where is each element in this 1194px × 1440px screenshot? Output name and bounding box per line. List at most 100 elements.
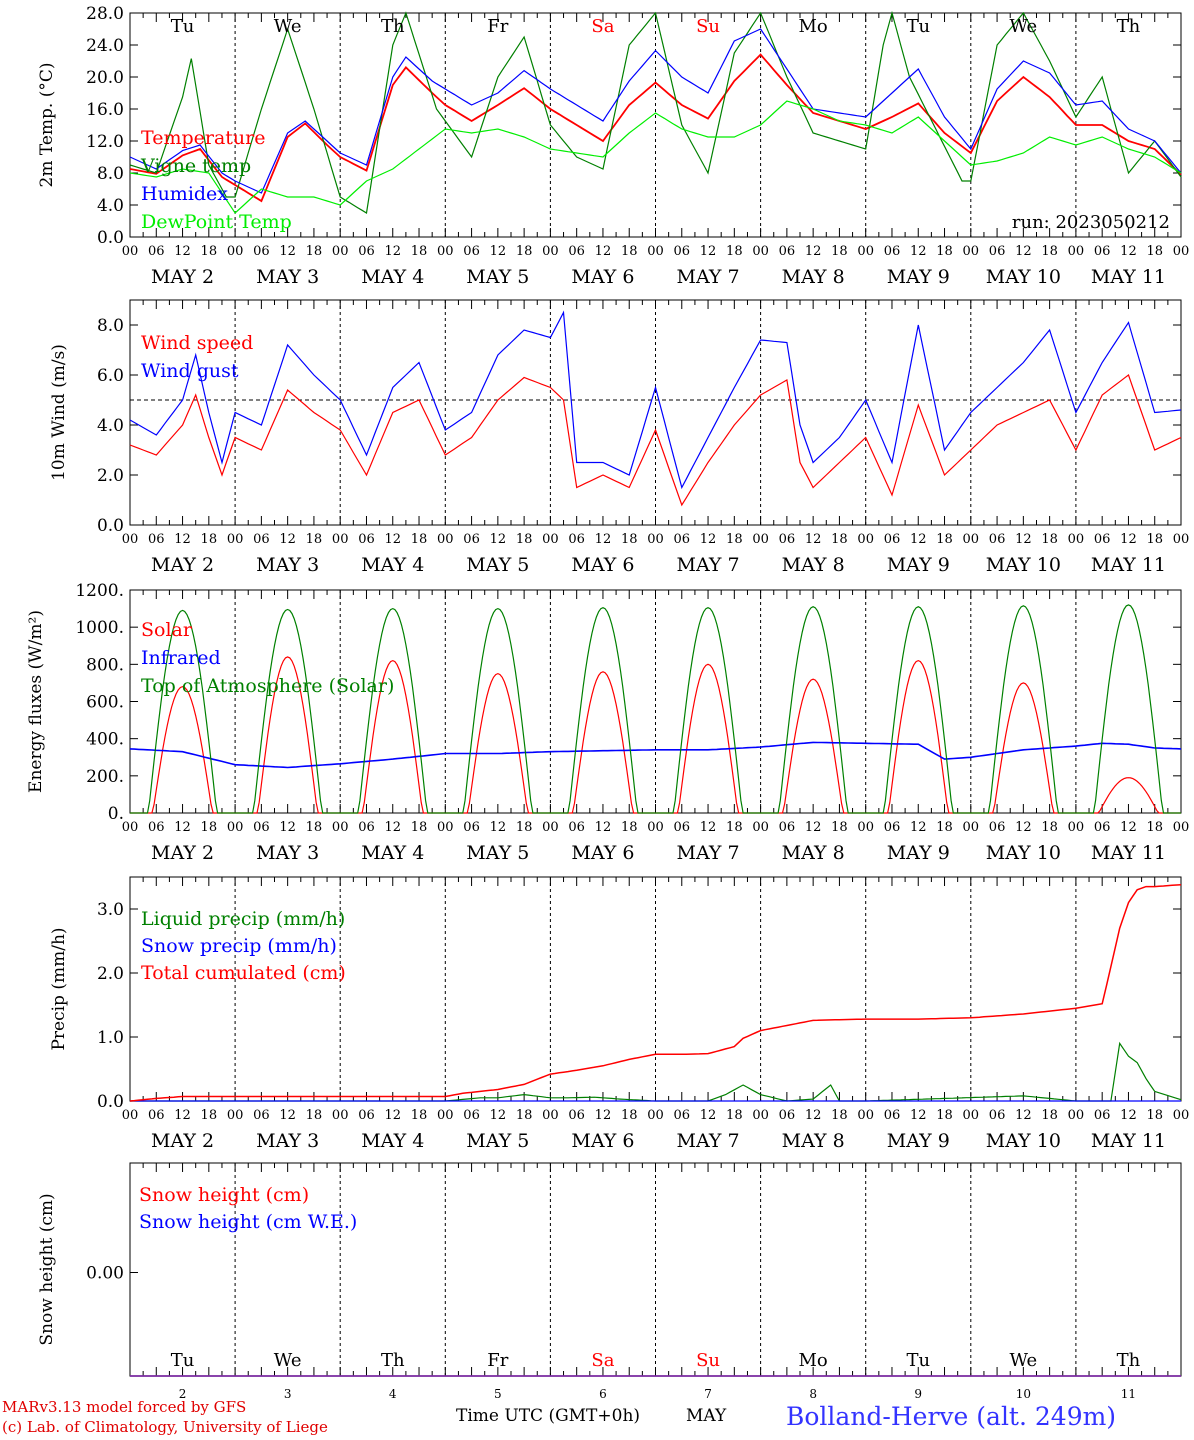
y-axis-label: Snow height (cm) bbox=[37, 1193, 57, 1345]
hour-tick-label: 12 bbox=[1015, 532, 1032, 547]
hour-tick-label: 00 bbox=[1068, 244, 1085, 259]
hour-tick-label: 06 bbox=[779, 1108, 796, 1123]
hour-tick-label: 06 bbox=[568, 1108, 585, 1123]
hour-tick-label: 00 bbox=[542, 1108, 559, 1123]
hour-tick-label: 18 bbox=[831, 532, 848, 547]
hour-tick-label: 06 bbox=[253, 244, 270, 259]
date-label: MAY 8 bbox=[782, 842, 845, 864]
hour-tick-label: 18 bbox=[201, 820, 218, 835]
date-label: MAY 11 bbox=[1091, 1130, 1166, 1152]
hour-tick-label: 00 bbox=[857, 532, 874, 547]
hour-tick-label: 06 bbox=[989, 1108, 1006, 1123]
hour-tick-label: 00 bbox=[227, 820, 244, 835]
hour-tick-label: 00 bbox=[332, 244, 349, 259]
hour-tick-label: 06 bbox=[253, 532, 270, 547]
hour-tick-label: 12 bbox=[910, 820, 927, 835]
day-label: Su bbox=[696, 16, 720, 37]
hour-tick-label: 00 bbox=[542, 244, 559, 259]
hour-tick-label: 06 bbox=[148, 820, 165, 835]
hour-tick-label: 00 bbox=[857, 820, 874, 835]
day-label: We bbox=[1010, 16, 1038, 37]
hour-tick-label: 18 bbox=[201, 244, 218, 259]
hour-tick-label: 18 bbox=[936, 1108, 953, 1123]
hour-tick-label: 12 bbox=[490, 820, 507, 835]
y-tick-label: 0. bbox=[108, 804, 124, 824]
day-label: We bbox=[1010, 1350, 1038, 1371]
day-label: Su bbox=[696, 1350, 720, 1371]
date-label: MAY 4 bbox=[361, 266, 424, 288]
hour-tick-label: 18 bbox=[306, 244, 323, 259]
y-tick-label: 16.0 bbox=[86, 100, 124, 120]
hour-tick-label: 00 bbox=[122, 1108, 139, 1123]
y-tick-label: 8.0 bbox=[97, 164, 124, 184]
day-label: We bbox=[274, 1350, 302, 1371]
day-number: 6 bbox=[599, 1387, 607, 1401]
hour-tick-label: 00 bbox=[437, 244, 454, 259]
series-line-top-of-atmosphere-solar- bbox=[130, 604, 1181, 814]
hour-tick-label: 06 bbox=[358, 244, 375, 259]
date-label: MAY 10 bbox=[986, 554, 1061, 576]
hour-tick-label: 00 bbox=[437, 1108, 454, 1123]
hour-tick-label: 00 bbox=[1173, 532, 1190, 547]
hour-tick-label: 00 bbox=[122, 532, 139, 547]
panel-frame bbox=[129, 12, 1182, 238]
date-label: MAY 5 bbox=[466, 554, 529, 576]
y-axis-label: Precip (mm/h) bbox=[49, 927, 69, 1050]
day-number: 11 bbox=[1121, 1387, 1136, 1401]
y-axis-label: Energy fluxes (W/m²) bbox=[26, 610, 46, 793]
hour-tick-label: 06 bbox=[463, 244, 480, 259]
day-label: Mo bbox=[799, 16, 828, 37]
hour-tick-label: 06 bbox=[674, 532, 691, 547]
date-label: MAY 7 bbox=[677, 266, 740, 288]
hour-tick-label: 06 bbox=[463, 532, 480, 547]
hour-tick-label: 06 bbox=[779, 532, 796, 547]
y-tick-label: 2.0 bbox=[97, 964, 124, 984]
y-tick-label: 1.0 bbox=[97, 1028, 124, 1048]
lab-credit: (c) Lab. of Climatology, University of L… bbox=[2, 1418, 328, 1436]
hour-tick-label: 18 bbox=[1041, 1108, 1058, 1123]
hour-tick-label: 12 bbox=[490, 532, 507, 547]
date-label: MAY 11 bbox=[1091, 266, 1166, 288]
hour-tick-label: 06 bbox=[358, 1108, 375, 1123]
hour-tick-label: 18 bbox=[411, 820, 428, 835]
date-label: MAY 7 bbox=[677, 1130, 740, 1152]
hour-tick-label: 06 bbox=[358, 532, 375, 547]
day-number: 3 bbox=[284, 1387, 292, 1401]
hour-tick-label: 12 bbox=[910, 1108, 927, 1123]
day-label: Sa bbox=[591, 1350, 614, 1371]
panel-2 bbox=[129, 299, 1182, 526]
day-number: 10 bbox=[1016, 1387, 1031, 1401]
hour-tick-label: 12 bbox=[1015, 820, 1032, 835]
date-label: MAY 6 bbox=[571, 1130, 634, 1152]
hour-tick-label: 18 bbox=[831, 244, 848, 259]
hour-tick-label: 18 bbox=[1041, 532, 1058, 547]
hour-tick-label: 12 bbox=[384, 532, 401, 547]
y-axis-label: 2m Temp. (°C) bbox=[37, 62, 57, 187]
legend-entry: Solar bbox=[141, 619, 193, 641]
hour-tick-label: 00 bbox=[752, 244, 769, 259]
hour-tick-label: 18 bbox=[726, 820, 743, 835]
hour-tick-label: 00 bbox=[1068, 1108, 1085, 1123]
date-label: MAY 10 bbox=[986, 842, 1061, 864]
date-label: MAY 8 bbox=[782, 266, 845, 288]
hour-tick-label: 12 bbox=[174, 244, 191, 259]
hour-tick-label: 12 bbox=[490, 244, 507, 259]
hour-tick-label: 18 bbox=[621, 532, 638, 547]
y-tick-label: 800. bbox=[86, 655, 124, 675]
hour-tick-label: 00 bbox=[1173, 1108, 1190, 1123]
date-label: MAY 8 bbox=[782, 554, 845, 576]
y-tick-label: 2.0 bbox=[97, 466, 124, 486]
date-label: MAY 5 bbox=[466, 1130, 529, 1152]
legend-entry: Vigne temp bbox=[140, 155, 251, 177]
hour-tick-label: 00 bbox=[963, 532, 980, 547]
date-label: MAY 9 bbox=[887, 842, 950, 864]
date-label: MAY 9 bbox=[887, 1130, 950, 1152]
hour-tick-label: 06 bbox=[148, 244, 165, 259]
day-label: Tu bbox=[171, 16, 195, 37]
hour-tick-label: 00 bbox=[227, 532, 244, 547]
hour-tick-label: 00 bbox=[647, 820, 664, 835]
y-tick-label: 6.0 bbox=[97, 366, 124, 386]
panel-1 bbox=[129, 10, 1182, 238]
hour-tick-label: 00 bbox=[122, 244, 139, 259]
hour-tick-label: 18 bbox=[306, 820, 323, 835]
